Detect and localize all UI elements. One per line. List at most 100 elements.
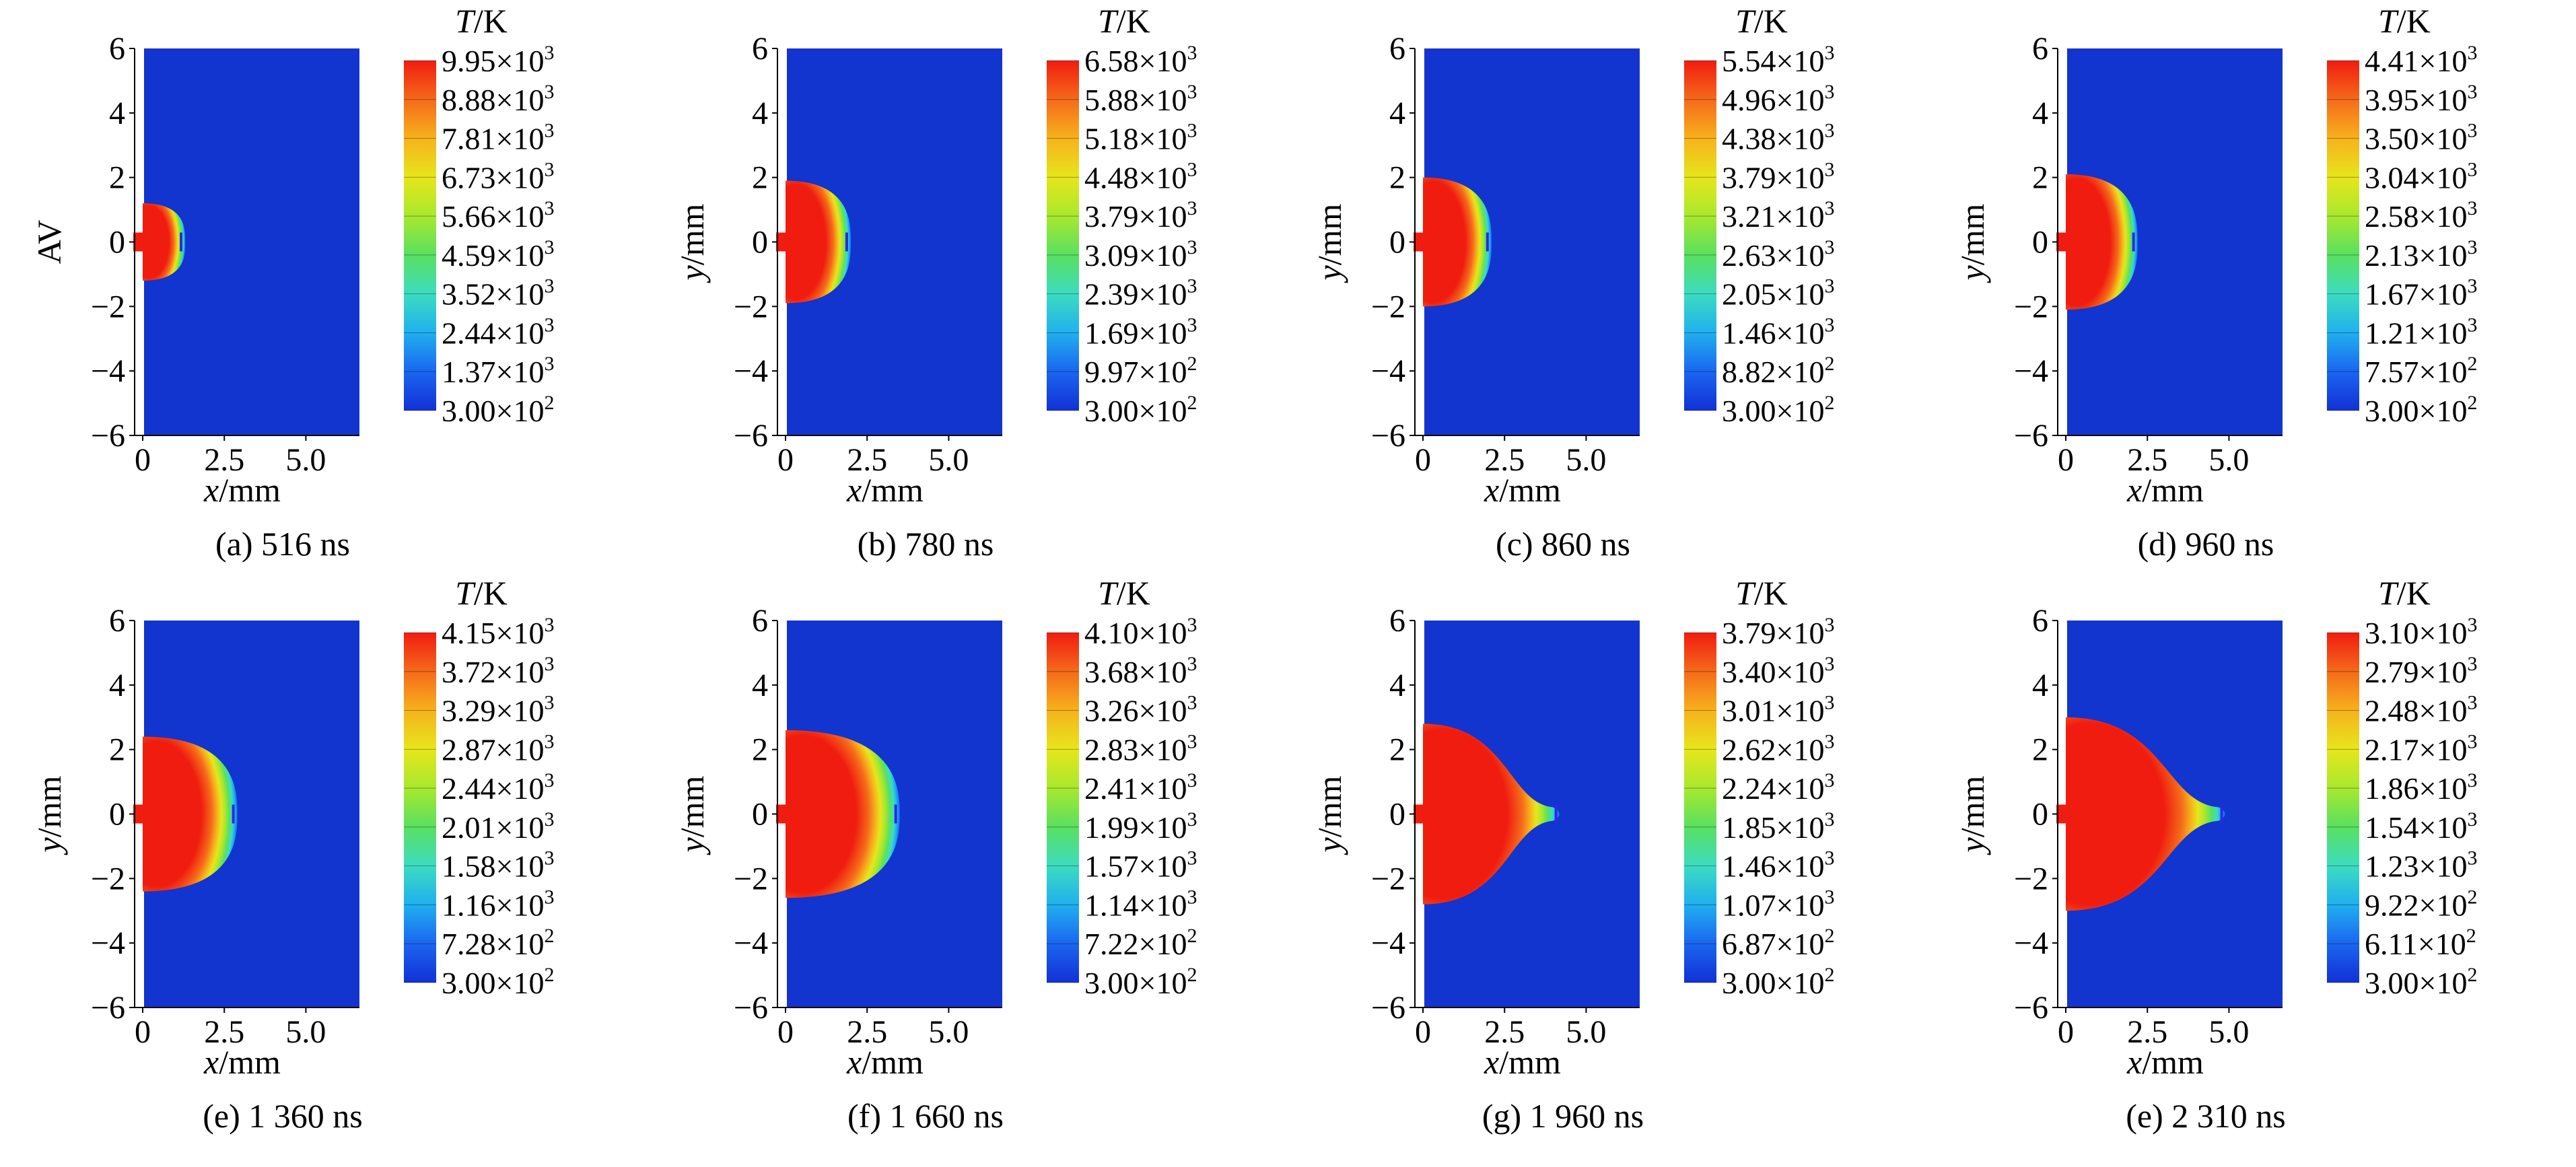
colorbar-label: 8.88×103	[442, 81, 554, 117]
colorbar-label: 2.63×103	[1722, 236, 1834, 273]
x-axis-label: x/mm	[846, 471, 924, 509]
colorbar-label: 3.29×103	[442, 692, 554, 728]
panel-caption: (e) 1 360 ns	[203, 1097, 362, 1135]
colorbar-label: 1.07×103	[1722, 886, 1834, 922]
colorbar-label: 2.79×103	[2365, 653, 2477, 689]
panel: 6 4 2 0 −2 −4 −6 0 2.5 5.0x/mm y/mm T/K4.41×1033.95…	[1953, 2, 2477, 563]
y-tick-label: 4	[752, 668, 768, 703]
panel: 6 4 2 0 −2 −4 −6 0 2.5 5.0x/mm AV T/K9.95×1038.88×1…	[30, 2, 554, 563]
y-tick-label: 6	[2032, 603, 2048, 639]
colorbar	[1684, 61, 1716, 411]
colorbar-label: 3.52×103	[442, 275, 554, 312]
y-tick-label: −6	[2014, 418, 2048, 454]
colorbar-label: 5.66×103	[442, 197, 554, 234]
colorbar	[404, 61, 436, 411]
colorbar-title: T/K	[1735, 2, 1788, 40]
y-tick-label: 0	[752, 225, 768, 260]
y-tick-label: 2	[752, 732, 768, 768]
y-tick-label: 4	[109, 96, 125, 131]
colorbar-label: 3.00×102	[2365, 964, 2477, 1000]
colorbar-title: T/K	[455, 2, 508, 40]
colorbar-label: 3.79×103	[1722, 614, 1834, 650]
colorbar-label: 1.46×103	[1722, 314, 1834, 350]
x-tick-label: 2.5	[204, 1014, 244, 1050]
y-tick-label: 0	[1389, 225, 1405, 260]
y-tick-label: 4	[109, 668, 125, 703]
y-tick-label: 4	[1389, 668, 1405, 703]
x-tick-label: 0	[135, 1014, 151, 1050]
x-tick-label: 2.5	[204, 442, 244, 478]
x-tick-label: 5.0	[1566, 442, 1606, 478]
y-tick-label: −2	[2014, 861, 2048, 896]
colorbar-label: 3.79×103	[1084, 197, 1197, 234]
hot-region	[2066, 717, 2225, 911]
colorbar	[1684, 633, 1716, 983]
colorbar-label: 3.00×102	[2365, 392, 2477, 428]
colorbar-label: 3.40×103	[1722, 653, 1834, 689]
colorbar-label: 3.04×103	[2365, 158, 2477, 194]
colorbar-label: 4.59×103	[442, 236, 554, 273]
x-tick-label: 0	[777, 1014, 794, 1050]
colorbar-label: 2.24×103	[1722, 769, 1834, 806]
colorbar	[1047, 61, 1079, 411]
colorbar-label: 1.37×103	[442, 353, 554, 389]
colorbar-label: 3.00×102	[1084, 392, 1197, 428]
hot-region	[143, 203, 186, 281]
colorbar-label: 1.69×103	[1084, 314, 1197, 350]
colorbar-label: 7.81×103	[442, 120, 554, 156]
colorbar-label: 4.41×103	[2365, 42, 2477, 78]
y-axis-label: y/mm	[673, 203, 711, 283]
y-tick-label: −6	[1371, 990, 1405, 1026]
colorbar-label: 6.73×103	[442, 158, 554, 194]
y-tick-label: −2	[91, 289, 125, 324]
colorbar-label: 2.44×103	[442, 314, 554, 350]
colorbar-label: 2.44×103	[442, 769, 554, 806]
hot-region	[786, 730, 900, 898]
y-tick-label: 2	[109, 732, 125, 768]
colorbar-label: 3.00×102	[1722, 392, 1834, 428]
colorbar-label: 2.41×103	[1084, 769, 1197, 806]
x-tick-label: 2.5	[847, 1014, 887, 1050]
colorbar-label: 3.00×102	[1084, 964, 1197, 1000]
y-tick-label: −6	[734, 418, 768, 454]
y-tick-label: 2	[1389, 160, 1405, 196]
panel-caption: (b) 780 ns	[858, 525, 994, 563]
x-tick-label: 0	[2058, 442, 2074, 478]
x-axis-label: x/mm	[1484, 471, 1561, 509]
colorbar-label: 1.86×103	[2365, 769, 2477, 806]
y-axis-label: y/mm	[1953, 775, 1991, 855]
colorbar-label: 3.26×103	[1084, 692, 1197, 728]
colorbar-label: 3.09×103	[1084, 236, 1197, 273]
y-tick-label: −2	[734, 289, 768, 324]
colorbar-label: 3.72×103	[442, 653, 554, 689]
colorbar-label: 1.85×103	[1722, 808, 1834, 845]
y-tick-label: 2	[1389, 732, 1405, 768]
colorbar-label: 9.95×103	[442, 42, 554, 78]
colorbar-label: 7.57×102	[2365, 353, 2477, 389]
panel-caption: (e) 2 310 ns	[2126, 1097, 2285, 1135]
panel-caption: (a) 516 ns	[215, 525, 350, 563]
colorbar-label: 3.21×103	[1722, 197, 1834, 234]
y-tick-label: 0	[2032, 797, 2048, 833]
y-tick-label: −2	[1371, 289, 1405, 324]
colorbar-label: 3.68×103	[1084, 653, 1197, 689]
colorbar-label: 1.58×103	[442, 847, 554, 884]
colorbar-label: 1.57×103	[1084, 847, 1197, 884]
panel: 6 4 2 0 −2 −4 −6 0 2.5 5.0x/mm y/mm T/K3.79×1033.40…	[1311, 574, 1834, 1135]
x-tick-label: 5.0	[928, 442, 969, 478]
y-tick-label: −2	[2014, 289, 2048, 324]
colorbar	[404, 633, 436, 983]
y-tick-label: −2	[734, 861, 768, 896]
y-tick-label: −4	[1371, 353, 1405, 389]
colorbar-label: 5.18×103	[1084, 120, 1197, 156]
colorbar-label: 3.00×102	[442, 392, 554, 428]
x-axis-label: x/mm	[2126, 1043, 2204, 1081]
y-tick-label: 0	[109, 797, 125, 833]
y-tick-label: 6	[2032, 31, 2048, 67]
y-tick-label: −6	[2014, 990, 2048, 1026]
hot-region	[143, 736, 238, 892]
x-tick-label: 0	[2058, 1014, 2074, 1050]
x-tick-label: 5.0	[285, 442, 326, 478]
